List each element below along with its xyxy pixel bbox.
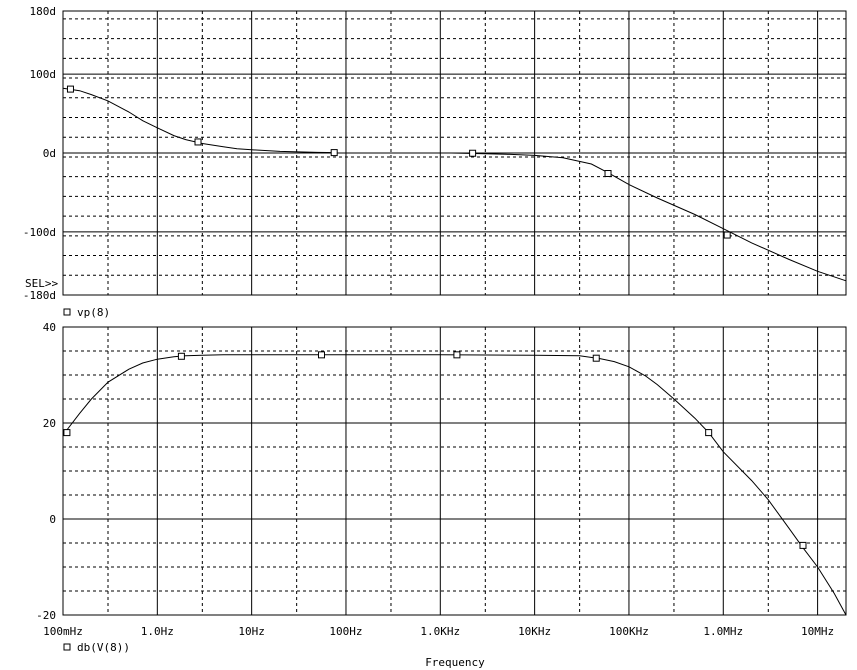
x-tick-label: 100mHz <box>43 625 83 638</box>
x-tick-label: 100KHz <box>609 625 649 638</box>
vp-legend-marker <box>63 308 71 316</box>
series-point-marker <box>317 351 325 359</box>
series-point-marker <box>66 85 74 93</box>
db-legend-label: db(V(8)) <box>77 641 130 654</box>
sel-marker: SEL>> <box>25 277 58 290</box>
series-line <box>451 152 847 282</box>
y-tick-label: 180d <box>30 5 57 18</box>
y-tick-label: 40 <box>43 321 56 334</box>
series-point-marker <box>194 138 202 146</box>
vp-legend-label: vp(8) <box>77 306 110 319</box>
series-point-marker <box>604 170 612 178</box>
series-point-marker <box>63 429 71 437</box>
phase-panel: 180d 100d 0d -100d -180d <box>23 5 847 302</box>
x-tick-label: 10KHz <box>518 625 551 638</box>
series-line <box>62 354 847 616</box>
x-tick-label: 1.0MHz <box>703 625 743 638</box>
series-point-marker <box>592 354 600 362</box>
series-point-marker <box>799 541 807 549</box>
series-point-marker <box>177 352 185 360</box>
db-legend-marker <box>63 643 71 651</box>
x-tick-label: 100Hz <box>329 625 362 638</box>
x-tick-label: 10Hz <box>238 625 265 638</box>
y-tick-label: -180d <box>23 289 56 302</box>
y-tick-label: 0 <box>49 513 56 526</box>
y-tick-label: 0d <box>43 147 56 160</box>
series-line <box>62 87 337 154</box>
x-tick-label: 10MHz <box>801 625 834 638</box>
series-point-marker <box>723 231 731 239</box>
plot-frame <box>62 10 847 296</box>
y-tick-label: -20 <box>36 609 56 622</box>
plot-frame <box>62 326 847 616</box>
x-tick-label: 1.0KHz <box>420 625 460 638</box>
series-point-marker <box>469 149 477 157</box>
y-tick-label: 100d <box>30 68 57 81</box>
series-point-marker <box>453 351 461 359</box>
y-tick-label: -100d <box>23 226 56 239</box>
y-tick-label: 20 <box>43 417 56 430</box>
series-point-marker <box>330 149 338 157</box>
gain-panel: 40 20 0 -20 100mHz 1.0Hz 10Hz 100Hz 1.0KHz 10KHz 1… <box>36 321 847 638</box>
x-tick-label: 1.0Hz <box>141 625 174 638</box>
x-axis-title: Frequency <box>425 656 485 669</box>
series-point-marker <box>705 429 713 437</box>
